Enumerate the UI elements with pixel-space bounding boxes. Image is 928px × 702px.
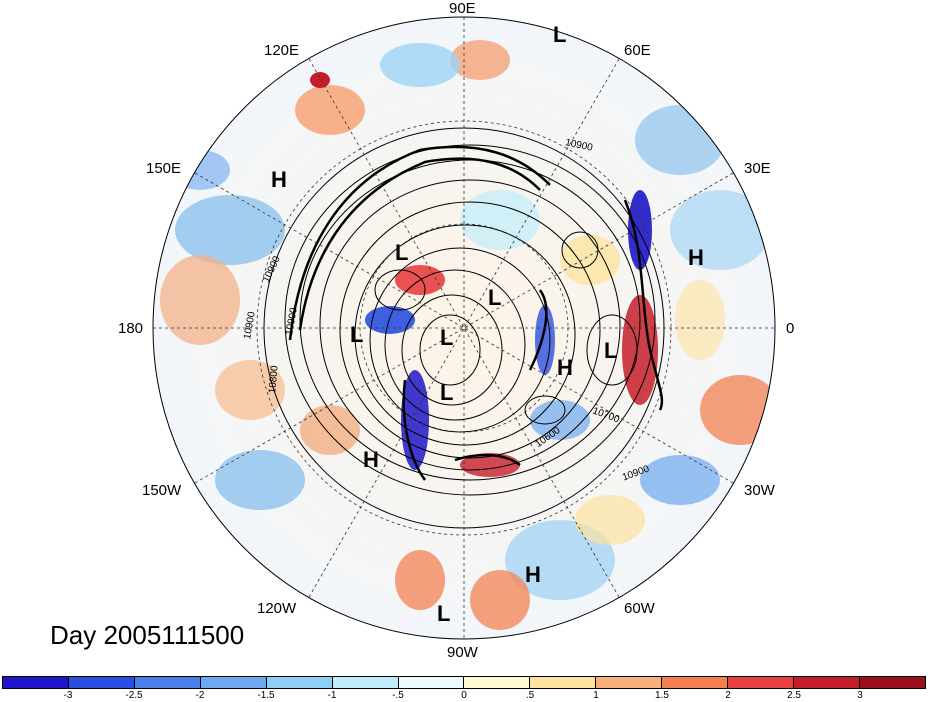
lon-label-60w: 60W xyxy=(624,600,655,617)
colorbar-tick-label: 2 xyxy=(725,690,731,701)
lon-label-120w: 120W xyxy=(257,600,297,617)
graticule xyxy=(153,17,775,639)
lon-label-90w: 90W xyxy=(447,644,478,661)
lon-label-120e: 120E xyxy=(264,42,300,59)
colorbar-swatch xyxy=(728,677,795,688)
colorbar-tick-label: -2 xyxy=(195,690,205,701)
colorbar-swatch xyxy=(662,677,729,688)
high-marker: H xyxy=(688,245,704,270)
low-marker: L xyxy=(553,22,567,47)
low-marker: L xyxy=(604,338,618,363)
high-marker: H xyxy=(557,355,573,380)
colorbar-swatch xyxy=(3,677,69,688)
colorbar-swatch xyxy=(332,677,399,688)
colorbar-swatch xyxy=(859,677,925,688)
map-title: Day 2005111500 xyxy=(50,620,245,650)
map-boundary xyxy=(152,16,776,640)
colorbar-tick-label: 3 xyxy=(857,690,863,701)
lon-label-0: 0 xyxy=(786,320,795,337)
colorbar-swatch xyxy=(68,677,135,688)
lon-label-90e: 90E xyxy=(449,0,476,17)
colorbar-swatch xyxy=(200,677,267,688)
colorbar-tick-label: 1 xyxy=(593,690,599,701)
high-marker: H xyxy=(363,447,379,472)
low-marker: L xyxy=(350,322,364,347)
jet-contours xyxy=(288,145,664,481)
low-marker: L xyxy=(437,601,451,626)
low-marker: L xyxy=(395,240,409,265)
colorbar-swatch xyxy=(596,677,663,688)
low-marker: L xyxy=(440,380,454,405)
lon-label-150w: 150W xyxy=(142,482,182,499)
colorbar-tick-label: -3 xyxy=(63,690,73,701)
colorbar-swatch xyxy=(794,677,860,688)
lon-label-30w: 30W xyxy=(744,482,775,499)
colorbar-swatch xyxy=(398,677,465,688)
low-marker: L xyxy=(440,325,454,350)
colorbar-ticks: -3 -2.5 -2 -1.5 -1 -.5 0 .5 1 1.5 2 2.5 3 xyxy=(2,690,926,702)
colorbar-swatch xyxy=(134,677,201,688)
colorbar-swatch xyxy=(464,677,531,688)
lon-label-30e: 30E xyxy=(744,160,771,177)
colorbar-tick-label: -2.5 xyxy=(125,690,143,701)
low-marker: L xyxy=(488,285,502,310)
lon-label-60e: 60E xyxy=(624,42,651,59)
colorbar-swatch xyxy=(530,677,597,688)
colorbar-tick-label: 0 xyxy=(461,690,467,701)
colorbar-tick-label: 1.5 xyxy=(655,690,669,701)
colorbar-tick-label: .5 xyxy=(525,690,535,701)
colorbar-tick-label: -1.5 xyxy=(257,690,275,701)
colorbar-tick-label: 2.5 xyxy=(787,690,801,701)
colorbar-swatch xyxy=(266,677,333,688)
colorbar-tick-label: -.5 xyxy=(392,690,404,701)
colorbar xyxy=(2,676,926,689)
high-marker: H xyxy=(525,562,541,587)
colorbar-tick-label: -1 xyxy=(327,690,337,701)
lon-label-180: 180 xyxy=(118,320,144,337)
high-marker: H xyxy=(271,167,287,192)
lon-label-150e: 150E xyxy=(146,160,182,177)
